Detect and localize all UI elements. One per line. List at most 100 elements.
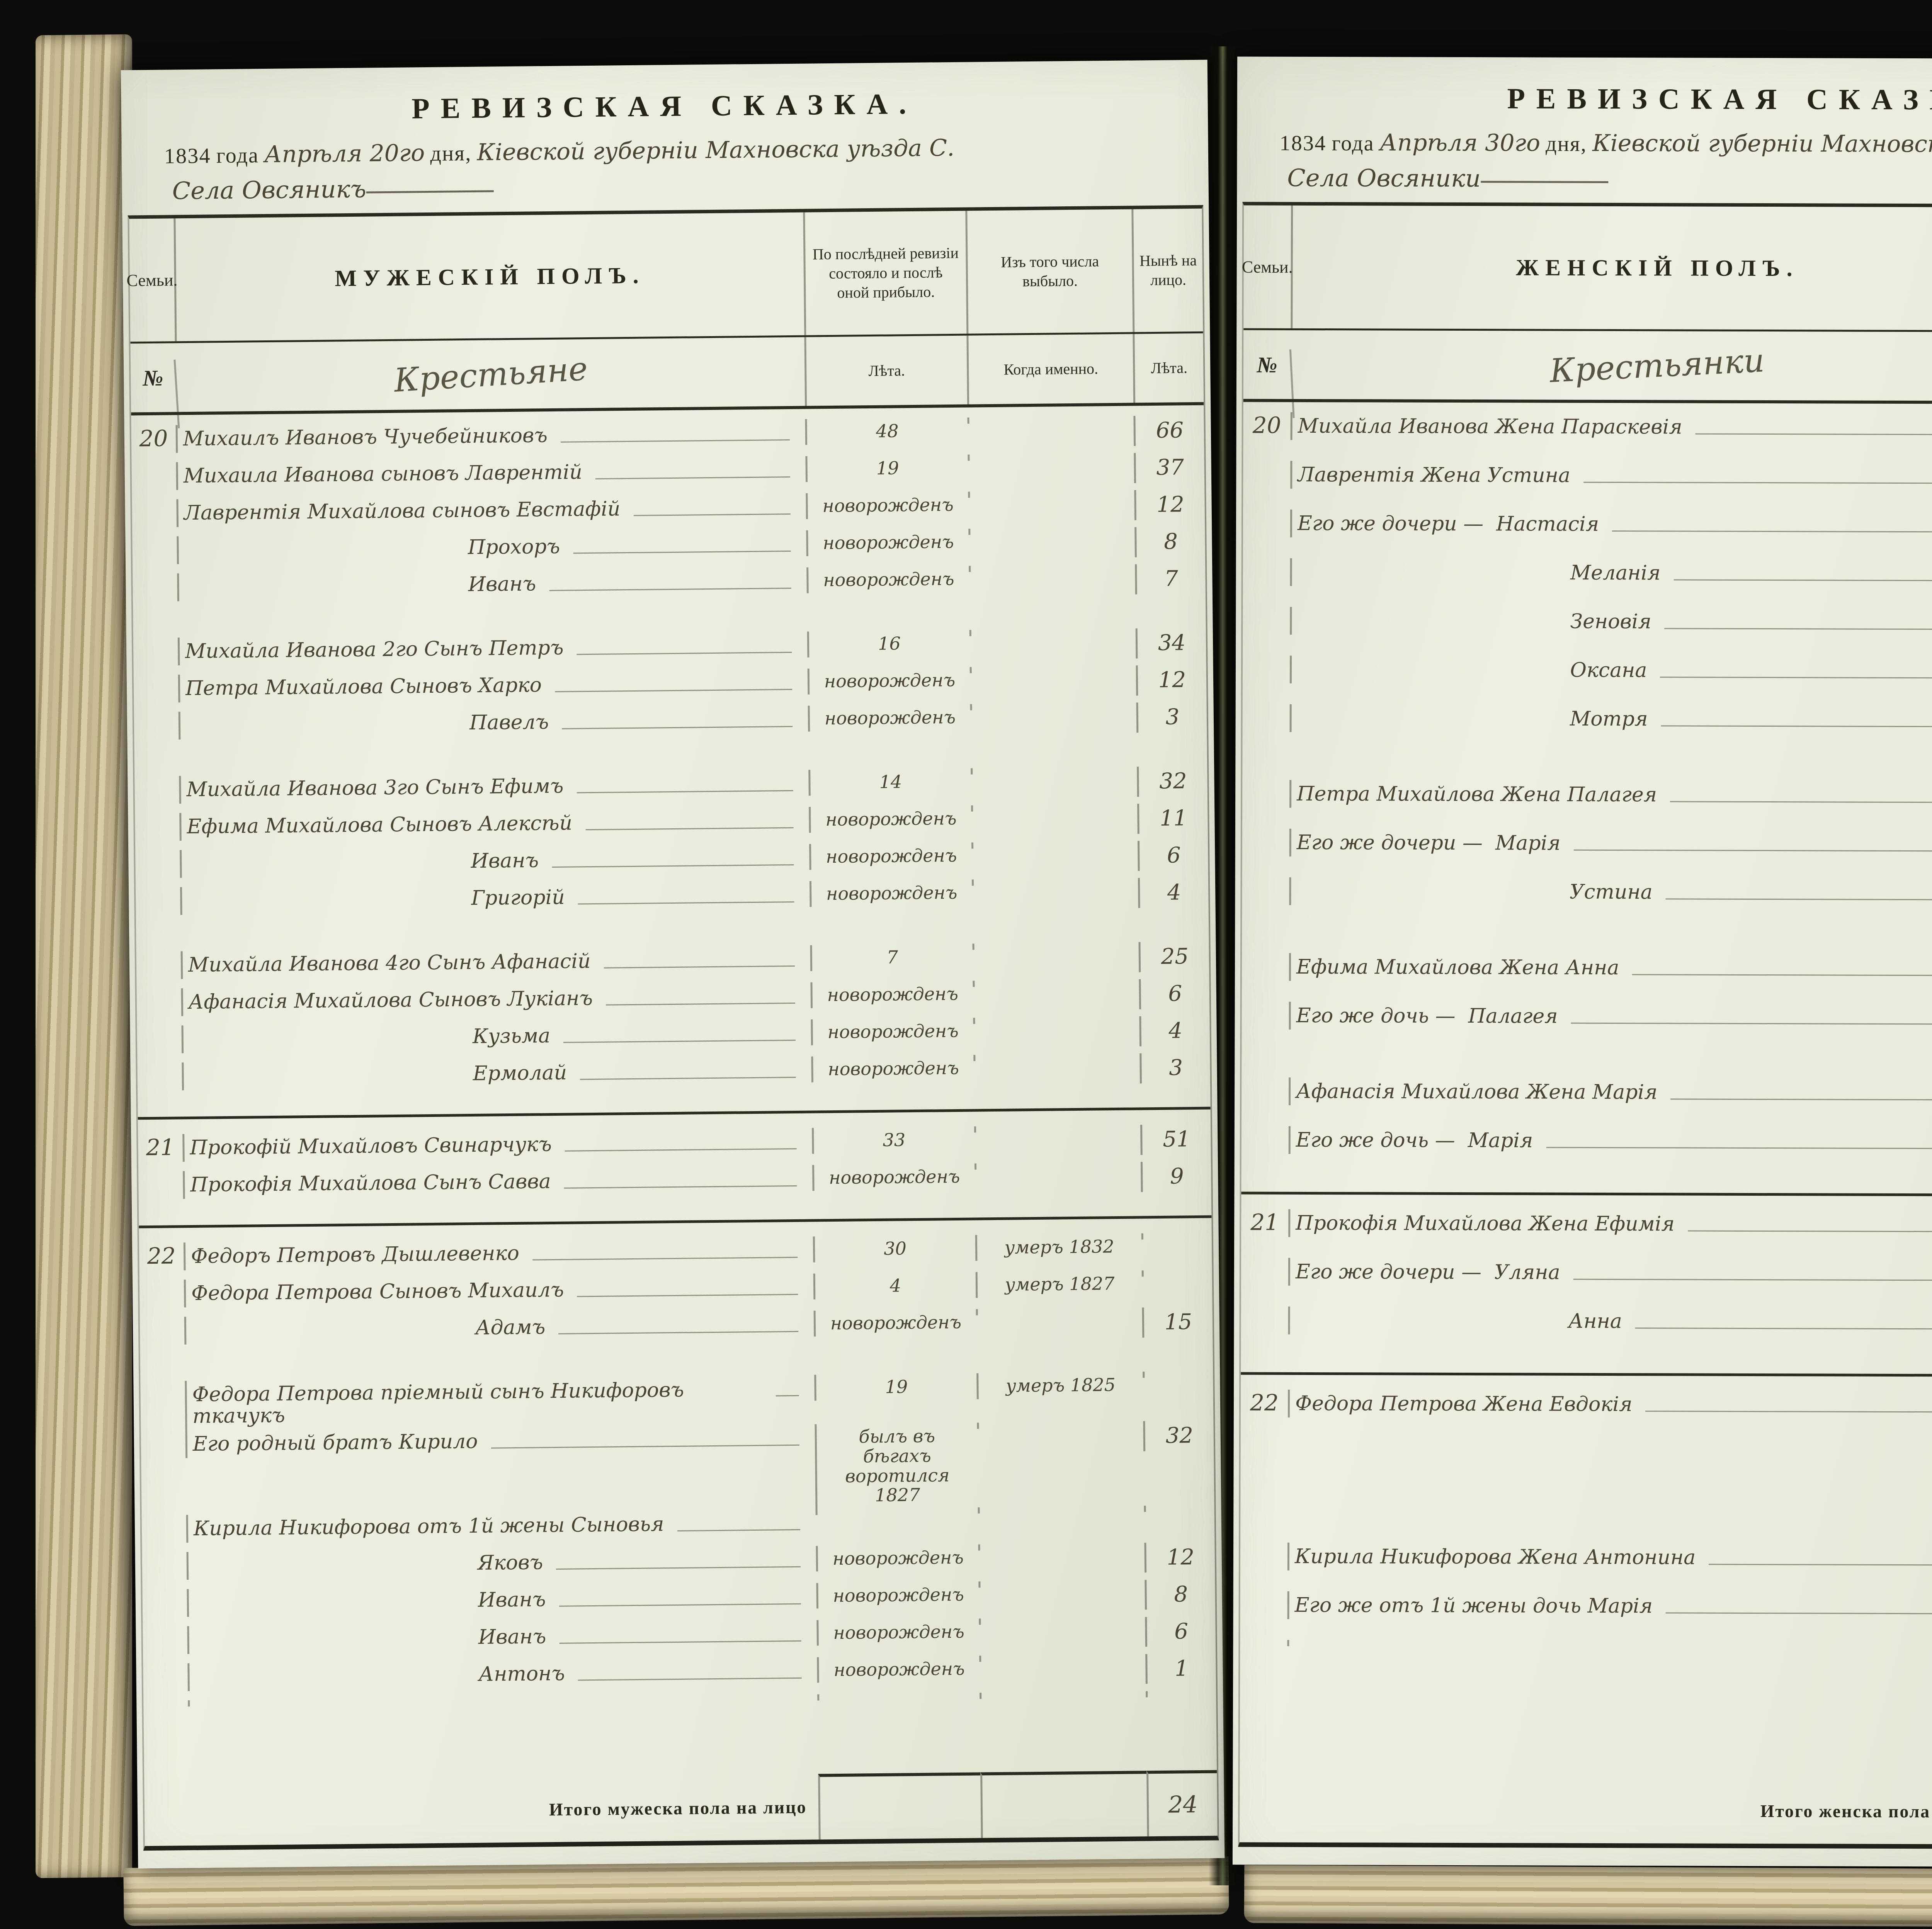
cell-name: Антонъ: [187, 1657, 817, 1691]
ink-dash: [552, 864, 794, 868]
cell-now: 51: [1140, 1124, 1211, 1155]
cell-name: Федоръ Петровъ Дышлевенко: [183, 1236, 813, 1271]
table-row: Кирила Никифорова Жена Антонина25: [1240, 1542, 1932, 1594]
col-departed: Изъ того числа выбыло.: [965, 209, 1133, 334]
total-male-value: 24: [1146, 1770, 1218, 1837]
ink-dash: [1661, 725, 1932, 727]
table-row: Зеновія10: [1243, 607, 1932, 658]
cell-name: Кирила Никифорова отъ 1й жены Сыновья: [186, 1509, 816, 1543]
cell-name: Михайла Иванова 3го Сынъ Ефимъ: [179, 770, 809, 804]
cell-name: Прокофія Михайлова Жена Ефимія: [1288, 1209, 1932, 1239]
cell-prev: новорожденъ: [810, 981, 973, 1008]
cell-prev: новорожденъ: [817, 1655, 980, 1683]
page-stack-bottom-right: [1244, 1865, 1932, 1929]
table-row: Его же дочери — Уляна17: [1241, 1258, 1932, 1309]
table-row: 22 Федоръ Петровъ Дышлевенко 30 умеръ 1832: [139, 1215, 1212, 1280]
cell-now: 7: [1135, 563, 1206, 595]
page-title: РЕВИЗСКАЯ СКАЗКА.: [1507, 82, 1932, 116]
cell-now: 3: [1136, 702, 1207, 733]
cell-name: Его же дочери — Марія: [1289, 828, 1932, 858]
cell-prev: новорожденъ: [806, 529, 969, 556]
cell-fam: [1242, 1126, 1289, 1129]
cell-prev: новорожденъ: [812, 1163, 975, 1191]
ink-dash: [1583, 481, 1932, 484]
cell-fam: [1243, 510, 1290, 513]
ink-dash: [595, 476, 790, 479]
table-row: Мотря2: [1242, 704, 1932, 756]
cell-name: Михайла Иванова 4го Сынъ Афанасій: [180, 945, 811, 979]
ink-dash: [1709, 1564, 1932, 1566]
cell-now: 4: [1138, 877, 1209, 908]
cell-fam: [137, 1062, 182, 1066]
cell-name: Меланія: [1290, 558, 1932, 588]
cell-gone: [977, 1421, 1143, 1429]
table-body: 20 Михаилъ Ивановъ Чучебейниковъ 48 66 Михаи…: [131, 405, 1217, 1780]
col-prev-revision: По послѣдней ревизіи состояло и послѣ он…: [803, 211, 967, 335]
cell-gone: [978, 1580, 1145, 1588]
cell-now: 15: [1142, 1307, 1213, 1338]
col-now-present: Нынѣ на лицо.: [1131, 208, 1203, 332]
cell-fam: 20: [139, 425, 168, 452]
table-row: Его же дочь — Марія1: [1242, 1126, 1932, 1178]
ink-dash: [555, 688, 793, 692]
cell-gone: [979, 1617, 1145, 1625]
cell-now: 66: [1133, 415, 1204, 446]
cell-now: 6: [1145, 1616, 1216, 1647]
footer-prev-cell: [818, 1772, 981, 1840]
cell-fam: [133, 573, 177, 577]
cell-fam: [1240, 1542, 1287, 1545]
cell-fam: [137, 988, 181, 992]
cell-fam: [138, 1171, 183, 1174]
cell-name: Михаилъ Ивановъ Чучебейниковъ: [175, 419, 806, 453]
col-family: Семьи.: [126, 270, 178, 290]
cell-prev: 19: [805, 454, 968, 482]
cell-name: Ефима Михайлова Сыновъ Алексѣй: [179, 807, 809, 841]
table-row: Афанасія Михайлова Жена Марія26: [1242, 1077, 1932, 1129]
cell-gone: умеръ 1832: [975, 1233, 1142, 1261]
cell-name: Михаила Иванова сыновъ Лаврентій: [176, 456, 806, 490]
cell-prev: былъ въ бѣгахъ воротился 1827: [815, 1423, 978, 1509]
ink-dash: [585, 827, 794, 831]
cell-gone: [973, 1016, 1139, 1024]
cell-name: Его же отъ 1й жены дочь Марія: [1287, 1591, 1932, 1621]
col-prev-years: Лѣта.: [804, 335, 968, 406]
cell-fam: [135, 850, 180, 853]
total-label: Итого женска пола на лицо: [1760, 1801, 1932, 1822]
cell-name: Лаврентія Михайлова сыновъ Евстафій: [176, 493, 806, 527]
cell-prev: новорожденъ: [806, 491, 968, 519]
cell-gone: [974, 1162, 1141, 1170]
cell-name: Павелъ: [178, 705, 808, 740]
col-female-sex: ЖЕНСКІЙ ПОЛЪ.: [1291, 205, 1932, 330]
cell-name: Яковъ: [186, 1546, 816, 1580]
cell-fam: [132, 499, 176, 503]
cell-fam: 22: [1250, 1389, 1279, 1416]
ink-dash: [1673, 579, 1932, 581]
cell-name: Прокофій Михайловъ Свинарчукъ: [182, 1128, 812, 1162]
ink-dash: [559, 1603, 801, 1607]
cell-prev: [815, 1507, 978, 1515]
col-when-exactly: Когда именно.: [966, 334, 1134, 404]
cell-fam: [134, 776, 179, 779]
cell-name: Его же дочери — Настасія: [1290, 509, 1932, 539]
cell-name: Анна: [1288, 1306, 1932, 1336]
cell-prev: новорожденъ: [807, 667, 970, 695]
cell-name: Григорій: [180, 881, 810, 915]
ink-dash: [1573, 1278, 1932, 1281]
cell-now: 32: [1137, 766, 1208, 797]
cell-gone: [978, 1543, 1145, 1551]
cell-now: 32: [1143, 1420, 1214, 1451]
cell-prev: новорожденъ: [808, 704, 971, 732]
page-stack-left: [36, 34, 132, 1878]
cell-name: Федора Петрова Жена Евдокія: [1287, 1389, 1932, 1419]
ink-dash: [562, 726, 793, 729]
cell-gone: [979, 1654, 1146, 1662]
cell-prev: 33: [812, 1126, 975, 1154]
cell-gone: [971, 841, 1138, 849]
cell-fam: [1243, 704, 1290, 707]
footer-gone-cell: [980, 1771, 1147, 1838]
table-row: Меланія11: [1243, 558, 1932, 610]
cell-fam: [134, 712, 179, 715]
ink-dash: [580, 1076, 796, 1080]
table-row: Оксана5: [1243, 655, 1932, 707]
cell-now: 25: [1138, 941, 1209, 972]
